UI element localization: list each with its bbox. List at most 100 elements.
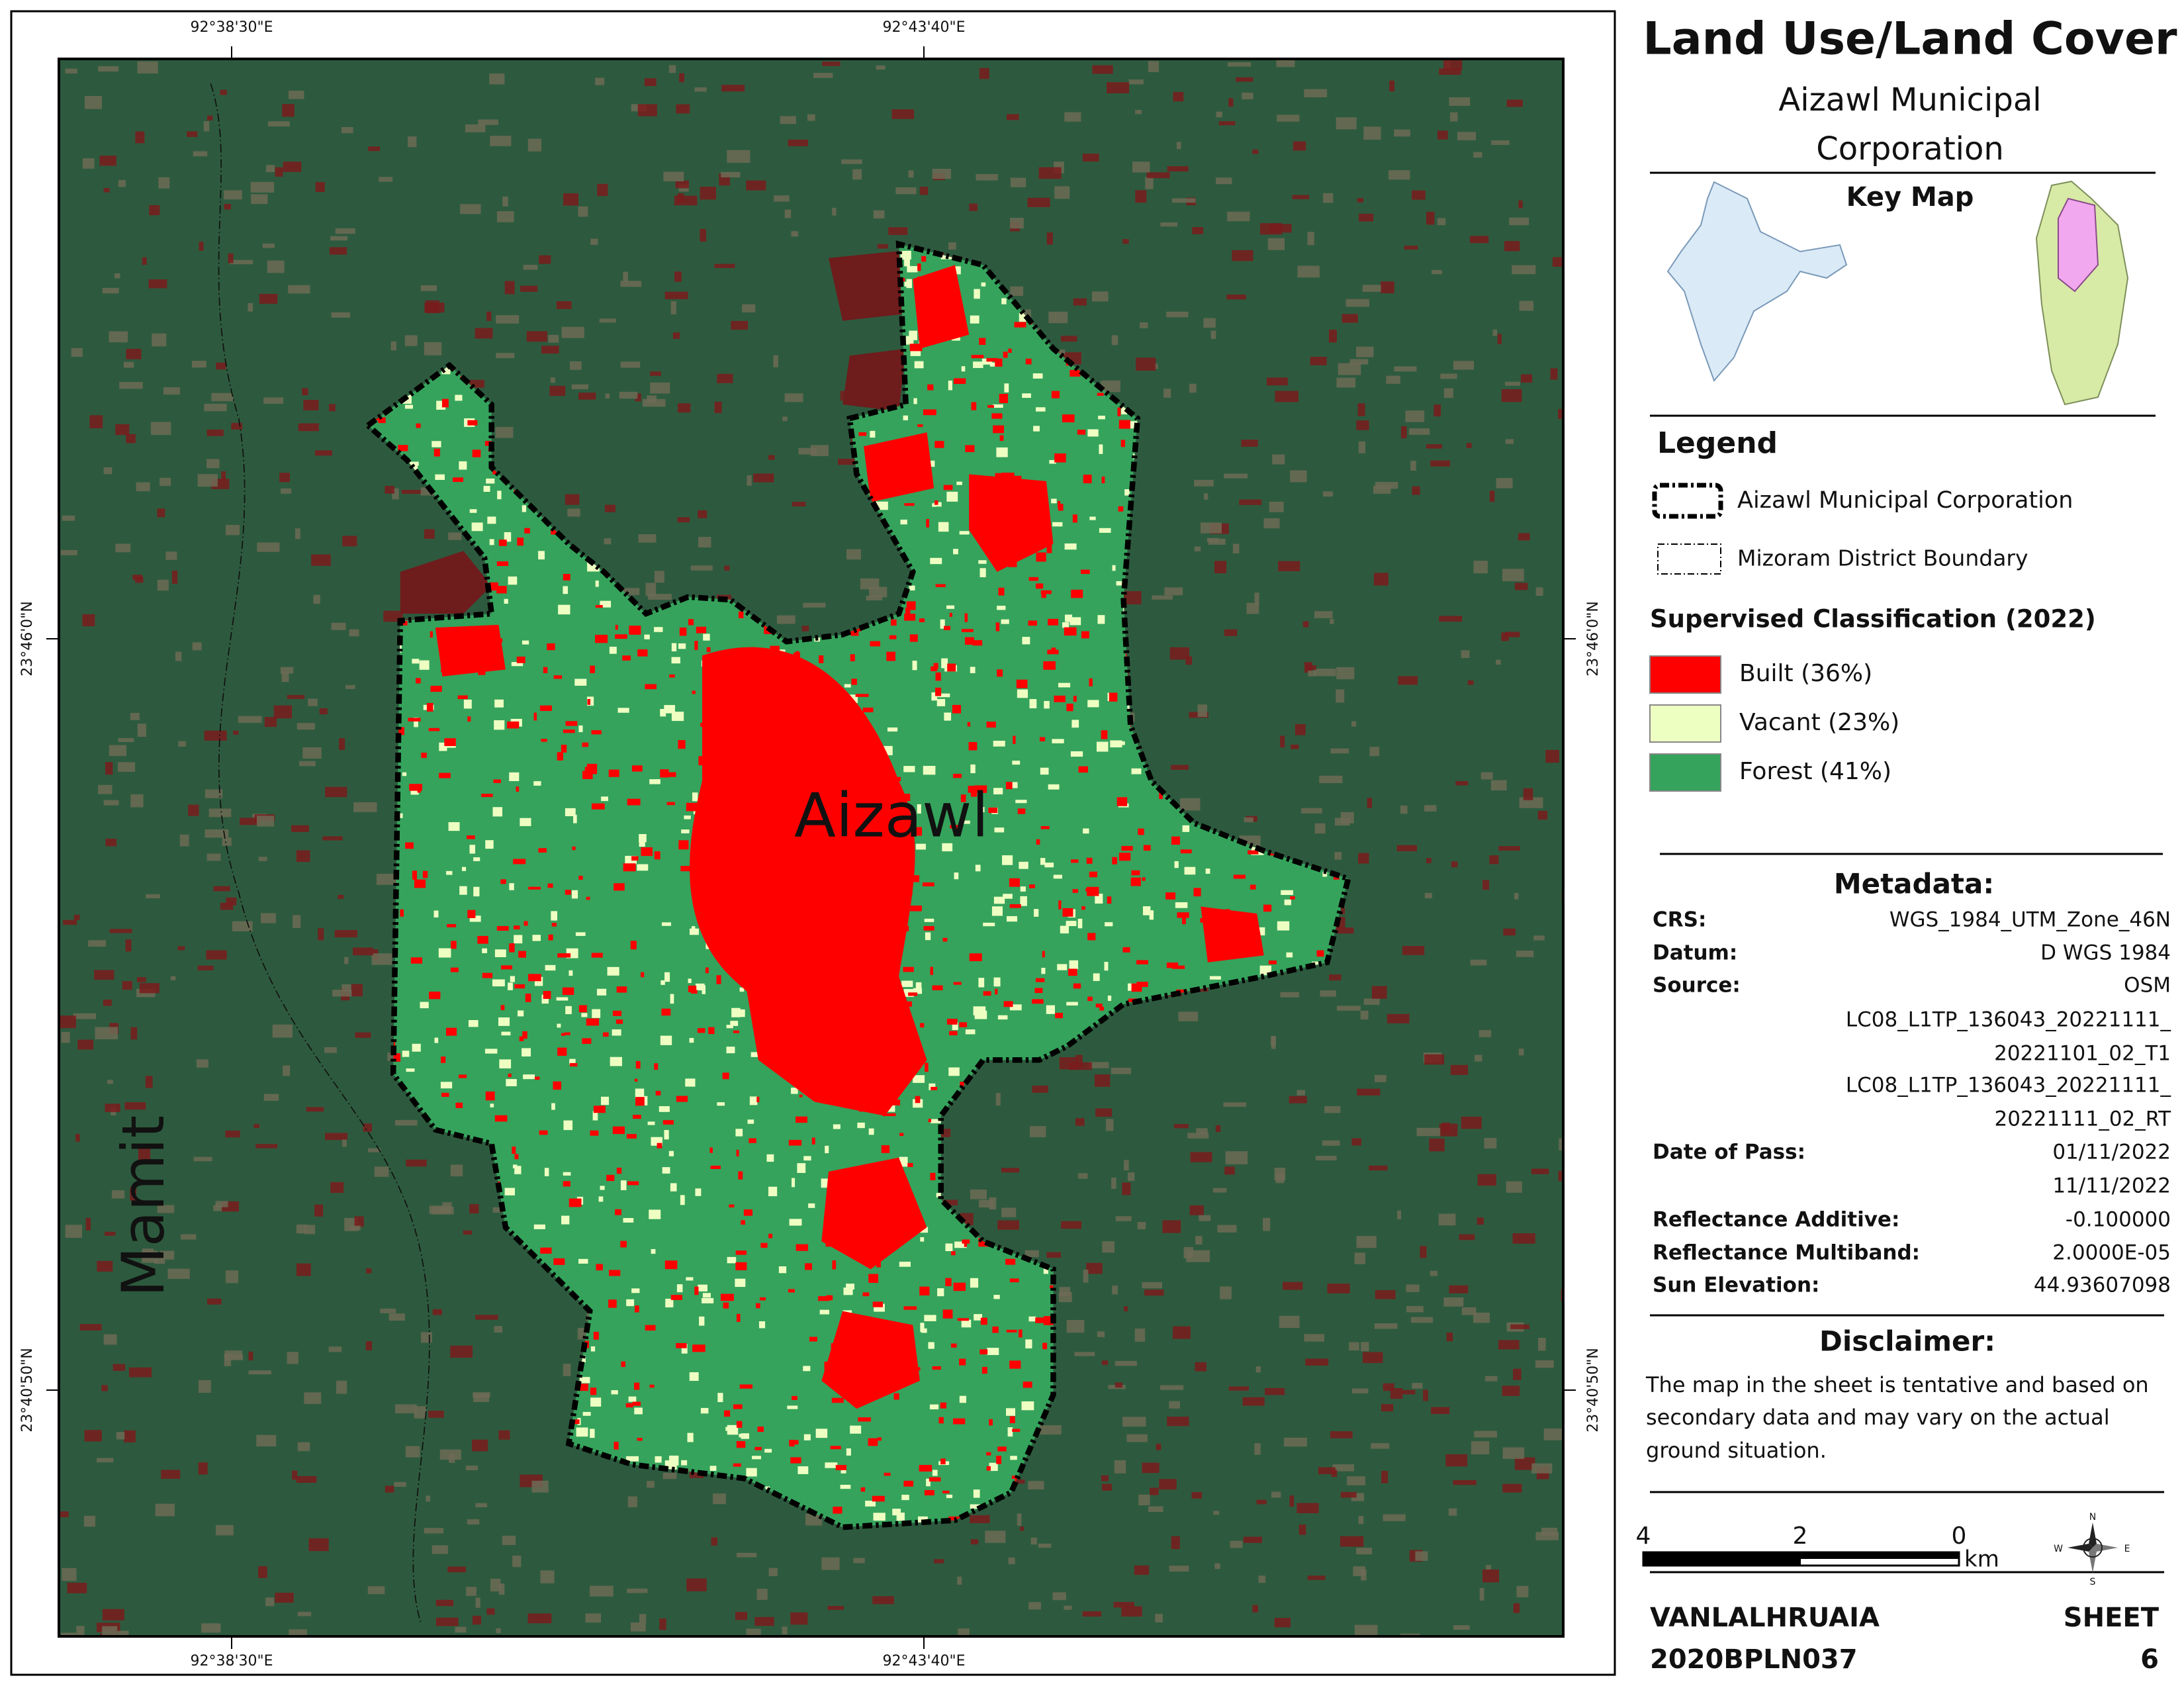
texture-cell [778, 871, 783, 877]
texture-cell [1009, 1004, 1022, 1011]
texture-cell [784, 209, 792, 218]
texture-cell [632, 1401, 641, 1406]
texture-cell [954, 872, 959, 880]
texture-cell [551, 1103, 555, 1110]
texture-cell [1086, 1262, 1103, 1274]
texture-cell [993, 896, 1005, 904]
texture-cell [791, 708, 796, 715]
texture-cell [695, 983, 705, 991]
texture-cell [1334, 852, 1342, 860]
texture-cell [1257, 927, 1265, 936]
texture-cell [155, 1503, 175, 1517]
texture-cell [699, 1316, 705, 1326]
texture-cell [1072, 514, 1077, 523]
texture-cell [839, 1008, 849, 1014]
texture-cell [953, 1418, 966, 1425]
texture-cell [429, 1205, 451, 1214]
texture-cell [1122, 947, 1130, 953]
metadata-value: OSM [2124, 974, 2171, 998]
texture-cell [1383, 1383, 1394, 1391]
texture-cell [726, 1047, 735, 1054]
texture-cell [62, 1568, 77, 1581]
texture-cell [1537, 810, 1548, 820]
texture-cell [1292, 195, 1310, 199]
texture-cell [1046, 543, 1052, 553]
texture-cell [484, 1049, 498, 1054]
texture-cell [88, 940, 106, 947]
texture-cell [139, 983, 159, 994]
texture-cell [487, 516, 496, 524]
texture-cell [1345, 299, 1369, 307]
texture-cell [1086, 857, 1093, 864]
texture-cell [220, 89, 227, 95]
texture-cell [1001, 1207, 1017, 1217]
texture-cell [1373, 573, 1388, 586]
texture-cell [920, 1023, 925, 1028]
texture-cell [581, 1013, 588, 1017]
texture-cell [199, 242, 204, 251]
texture-cell [970, 1504, 983, 1509]
disclaimer-title: Disclaimer: [1819, 1325, 1995, 1358]
texture-cell [157, 579, 169, 591]
texture-cell [739, 1434, 743, 1438]
texture-cell [1060, 336, 1077, 342]
texture-cell [655, 1456, 662, 1463]
texture-cell [987, 1348, 999, 1355]
texture-cell [841, 1468, 846, 1474]
texture-cell [450, 967, 459, 972]
texture-cell [311, 554, 331, 566]
texture-cell [448, 532, 462, 540]
texture-cell [1014, 322, 1026, 328]
texture-cell [540, 1570, 555, 1583]
texture-cell [1191, 1492, 1203, 1499]
texture-cell [992, 1326, 999, 1333]
texture-cell [508, 576, 518, 585]
texture-cell [205, 789, 223, 798]
texture-cell [1073, 696, 1077, 702]
texture-cell [151, 422, 171, 436]
texture-cell [818, 1070, 829, 1076]
texture-cell [1065, 614, 1073, 622]
texture-cell [306, 1107, 324, 1112]
texture-cell [1083, 1270, 1089, 1283]
texture-cell [930, 1172, 936, 1180]
texture-cell [1137, 1221, 1146, 1230]
texture-cell [414, 1406, 426, 1419]
texture-cell [197, 965, 214, 970]
texture-cell [1118, 420, 1130, 429]
texture-cell [553, 1258, 565, 1265]
texture-cell [1398, 676, 1418, 685]
texture-cell [830, 949, 837, 954]
texture-cell [721, 855, 729, 860]
texture-cell [1169, 1566, 1189, 1572]
texture-cell [1094, 1074, 1111, 1087]
texture-cell [455, 1626, 467, 1633]
texture-cell [97, 1458, 114, 1463]
texture-cell [756, 954, 761, 958]
texture-cell [314, 1204, 324, 1217]
texture-cell [1482, 1569, 1500, 1583]
texture-cell [1017, 309, 1031, 318]
texture-cell [402, 772, 407, 776]
texture-cell [506, 1079, 517, 1086]
texture-cell [261, 913, 276, 923]
texture-cell [412, 870, 418, 880]
texture-cell [365, 1341, 373, 1351]
texture-cell [903, 966, 914, 972]
texture-cell [700, 187, 716, 200]
texture-cell [455, 1102, 463, 1108]
texture-cell [171, 571, 178, 584]
texture-cell [576, 1427, 588, 1437]
texture-cell [342, 536, 357, 547]
texture-cell [563, 586, 569, 594]
texture-cell [986, 1452, 991, 1456]
texture-cell [634, 1407, 643, 1415]
texture-cell [1302, 621, 1309, 628]
texture-cell [287, 694, 305, 699]
texture-cell [378, 417, 386, 424]
texture-cell [692, 690, 696, 694]
texture-cell [313, 594, 320, 604]
texture-cell [1167, 1417, 1189, 1427]
texture-cell [548, 334, 559, 343]
